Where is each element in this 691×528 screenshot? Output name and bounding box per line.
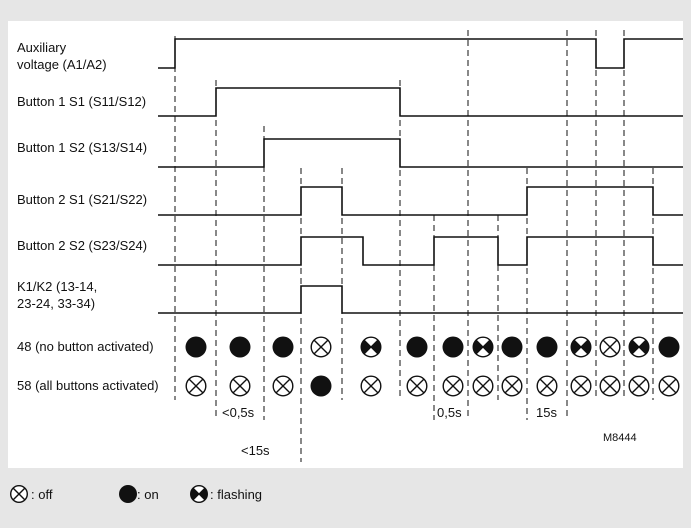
flashing-indicator-icon (189, 485, 208, 504)
on-indicator-icon (442, 336, 464, 358)
off-indicator-icon (658, 375, 680, 397)
off-indicator-icon (599, 375, 621, 397)
flashing-indicator-icon (360, 336, 382, 358)
waveform-button2-s2 (158, 236, 683, 266)
off-indicator-icon (628, 375, 650, 397)
on-indicator-icon (501, 336, 523, 358)
off-indicator-icon (472, 375, 494, 397)
off-indicator-icon (9, 485, 29, 504)
signal-label-button1-s2: Button 1 S2 (S13/S14) (17, 140, 147, 155)
off-indicator-icon (310, 336, 332, 358)
label-line: K1/K2 (13-14, (17, 279, 97, 294)
on-indicator-icon (229, 336, 251, 358)
timing-label-lt-0-5s: <0,5s (222, 405, 255, 420)
legend-label-off: : off (31, 487, 53, 502)
off-indicator-icon (360, 375, 382, 397)
timing-label-0-5s: 0,5s (437, 405, 462, 420)
off-indicator-icon (570, 375, 592, 397)
on-indicator-icon (119, 485, 137, 503)
legend: : off : on : flashing (9, 485, 262, 504)
timing-label-lt-15s: <15s (241, 443, 270, 458)
off-indicator-icon (229, 375, 251, 397)
indicator-row-label-48: 48 (no button activated) (17, 339, 154, 354)
off-indicator-icon (536, 375, 558, 397)
legend-flashing-icon (189, 485, 208, 504)
label-line: voltage (A1/A2) (17, 57, 107, 72)
legend-off-icon (9, 485, 29, 504)
timing-label-15s: 15s (536, 405, 557, 420)
legend-label-flashing: : flashing (210, 487, 262, 502)
signal-label-button2-s1: Button 2 S1 (S21/S22) (17, 192, 147, 207)
waveform-auxiliary-voltage (158, 38, 683, 69)
off-indicator-icon (599, 336, 621, 358)
reference-code: M8444 (603, 432, 637, 444)
on-indicator-icon (536, 336, 558, 358)
waveform-button2-s1 (158, 186, 683, 216)
time-markers (174, 30, 654, 462)
label-line: 23-24, 33-34) (17, 296, 95, 311)
off-indicator-icon (501, 375, 523, 397)
off-indicator-icon (442, 375, 464, 397)
signal-label-button1-s1: Button 1 S1 (S11/S12) (17, 94, 146, 109)
on-indicator-icon (310, 375, 332, 397)
waveform-k1-k2 (158, 285, 683, 314)
on-indicator-icon (272, 336, 294, 358)
signal-label-button2-s2: Button 2 S2 (S23/S24) (17, 238, 147, 253)
indicator-row-48 (185, 336, 680, 358)
indicator-row-58 (185, 375, 680, 397)
diagram-panel (8, 21, 683, 468)
legend-label-on: : on (137, 487, 159, 502)
flashing-indicator-icon (570, 336, 592, 358)
flashing-indicator-icon (472, 336, 494, 358)
waveform-button1-s1 (158, 87, 683, 117)
off-indicator-icon (272, 375, 294, 397)
legend-on-icon (119, 485, 137, 503)
signal-label-k1-k2: K1/K2 (13-14, 23-24, 33-34) (17, 279, 101, 311)
on-indicator-icon (406, 336, 428, 358)
waveform-button1-s2 (158, 138, 683, 168)
on-indicator-icon (658, 336, 680, 358)
off-indicator-icon (406, 375, 428, 397)
flashing-indicator-icon (628, 336, 650, 358)
label-line: Auxiliary (17, 40, 67, 55)
on-indicator-icon (185, 336, 207, 358)
signal-label-auxiliary-voltage: Auxiliary voltage (A1/A2) (17, 40, 107, 72)
off-indicator-icon (185, 375, 207, 397)
indicator-row-label-58: 58 (all buttons activated) (17, 378, 159, 393)
